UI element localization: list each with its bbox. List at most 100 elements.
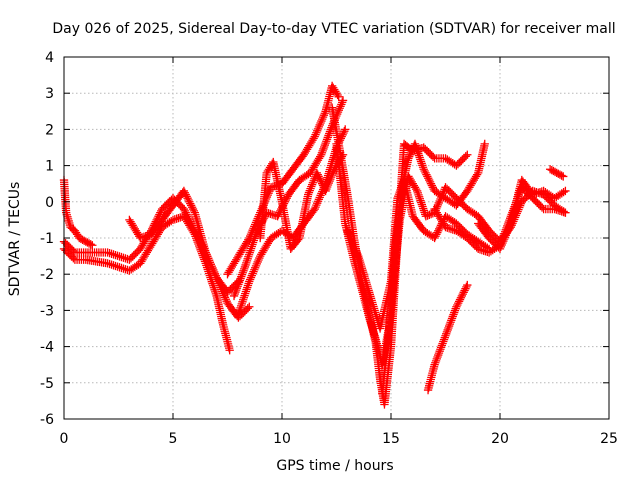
tick-labels: 0 5 10 15 20 25 -6 -5 -4 -3 -2 -1 0 1 2 3 4 <box>40 50 618 447</box>
series-track-4 <box>125 186 243 297</box>
data-point <box>446 187 455 197</box>
y-tick-label: -5 <box>40 376 54 392</box>
data-point <box>162 200 171 209</box>
data-point <box>441 183 450 192</box>
data-points <box>59 81 570 409</box>
data-point <box>159 203 168 212</box>
data-point <box>157 204 167 214</box>
data-point <box>64 242 73 251</box>
data-point <box>341 125 350 134</box>
data-point <box>480 139 489 149</box>
data-point <box>547 198 556 207</box>
data-point <box>561 186 570 196</box>
data-point <box>464 235 474 244</box>
data-point <box>69 246 78 256</box>
data-point <box>456 156 466 166</box>
data-point <box>334 92 343 101</box>
y-tick-label: 4 <box>45 50 54 66</box>
data-point <box>67 252 76 261</box>
y-axis-label: SDTVAR / TECUs <box>7 182 23 297</box>
y-tick-label: -4 <box>40 340 54 356</box>
x-tick-label: 0 <box>60 431 69 447</box>
data-point <box>223 288 232 297</box>
data-point <box>225 346 234 355</box>
data-point <box>536 201 545 211</box>
data-point <box>460 153 469 162</box>
data-point <box>452 219 461 228</box>
y-tick-label: 1 <box>45 159 54 175</box>
data-point <box>561 208 570 217</box>
data-point <box>557 171 566 180</box>
data-point <box>489 231 498 240</box>
data-point <box>447 189 456 198</box>
data-point <box>466 236 475 246</box>
data-point <box>62 240 72 249</box>
data-point <box>452 161 461 170</box>
data-point <box>469 240 478 249</box>
data-point <box>453 159 463 169</box>
data-point <box>458 200 467 209</box>
data-point <box>224 286 234 295</box>
data-point <box>453 195 463 204</box>
data-point <box>450 192 459 201</box>
data-point <box>559 172 568 181</box>
data-point <box>463 233 472 243</box>
y-tick-label: -1 <box>40 231 54 247</box>
data-point <box>125 255 134 264</box>
axis-ticks <box>63 56 610 420</box>
data-point <box>491 240 500 249</box>
data-point <box>421 144 430 154</box>
data-point <box>129 250 139 260</box>
data-point <box>238 308 248 318</box>
data-point <box>294 235 303 244</box>
x-tick-label: 5 <box>169 431 178 447</box>
data-point <box>463 280 472 290</box>
series-track-13 <box>423 280 472 395</box>
data-point <box>61 246 70 255</box>
y-tick-label: 3 <box>45 86 54 102</box>
data-point <box>453 220 463 230</box>
data-point <box>520 194 530 203</box>
data-point <box>537 203 547 212</box>
data-point <box>455 158 464 167</box>
data-point <box>243 304 252 313</box>
data-point <box>467 238 477 247</box>
x-axis-label: GPS time / hours <box>276 458 393 474</box>
data-point <box>133 247 142 257</box>
data-point <box>428 152 438 161</box>
data-point <box>517 197 526 206</box>
series-track-16 <box>545 165 568 181</box>
data-point <box>455 197 464 206</box>
data-point <box>424 148 433 157</box>
data-point <box>531 197 540 206</box>
data-point <box>455 222 464 231</box>
data-point <box>460 201 469 211</box>
data-point <box>126 254 136 263</box>
data-point <box>66 243 75 252</box>
data-point <box>128 252 137 261</box>
data-point <box>534 200 544 209</box>
data-point <box>62 247 72 257</box>
data-point <box>470 241 480 250</box>
data-point <box>226 285 235 294</box>
data-point <box>86 240 95 249</box>
data-point <box>338 96 348 105</box>
data-point <box>425 149 435 158</box>
data-point <box>161 201 170 211</box>
chart-title: Day 026 of 2025, Sidereal Day-to-day VTE… <box>52 21 615 37</box>
y-tick-label: 0 <box>45 195 54 211</box>
data-point <box>131 249 140 258</box>
series-track-15 <box>474 175 570 254</box>
data-point <box>488 229 497 239</box>
data-point <box>422 146 431 155</box>
x-tick-label: 15 <box>382 431 400 447</box>
data-point <box>488 236 497 246</box>
data-point <box>461 152 470 161</box>
data-point <box>519 196 528 205</box>
series-track-6 <box>229 96 348 301</box>
data-point <box>442 184 452 194</box>
data-point <box>492 241 502 250</box>
y-tick-label: -2 <box>40 267 54 283</box>
